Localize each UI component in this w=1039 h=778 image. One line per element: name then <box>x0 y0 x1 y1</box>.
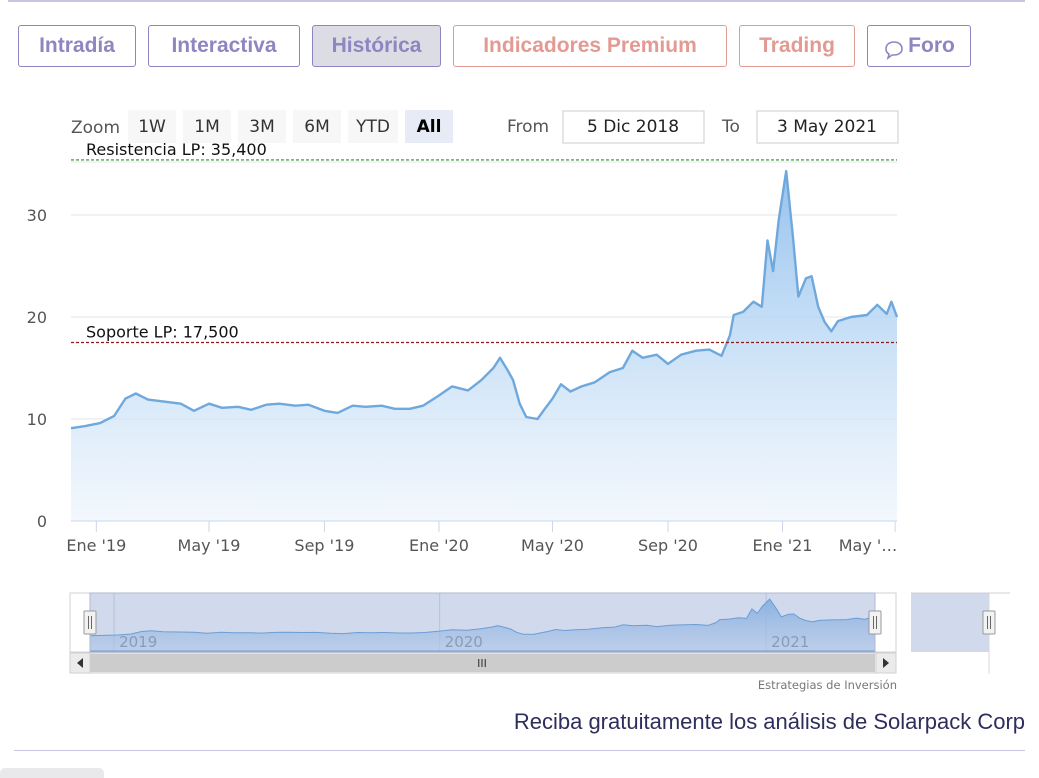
support-label: Soporte LP: 17,500 <box>86 323 239 342</box>
navigator-year-label: 2021 <box>771 633 809 651</box>
speech-bubble-icon <box>883 34 905 61</box>
zoom-button-label: 6M <box>304 117 329 137</box>
chart-credits[interactable]: Estrategias de Inversión <box>758 678 897 692</box>
x-tick-label: Sep '19 <box>294 536 354 555</box>
x-axis: Ene '19 May '19 Sep '19 Ene '20 May '20 Sep '… <box>66 521 897 555</box>
tab-foro-label: Foro <box>908 34 955 57</box>
zoom-button-label: 1M <box>194 117 219 137</box>
plot-lines: Resistencia LP: 35,400 Soporte LP: 17,500 <box>71 140 897 344</box>
resistance-label: Resistencia LP: 35,400 <box>86 140 267 159</box>
navigator-handle-left[interactable] <box>83 610 97 635</box>
from-date-input[interactable]: 5 Dic 2018 <box>587 117 679 137</box>
stock-chart: Zoom 1W 1M 3M 6M YTD All From 5 Dic 2018 To 3… <box>27 110 1010 692</box>
tab-interactiva-label: Interactiva <box>171 34 277 57</box>
bottom-grey-tab[interactable] <box>0 768 104 778</box>
top-divider <box>8 0 1025 2</box>
to-date-box[interactable] <box>756 110 899 144</box>
to-date-input[interactable]: 3 May 2021 <box>777 117 877 137</box>
tab-historica[interactable]: Histórica <box>312 25 441 67</box>
navigator-handle-ext[interactable] <box>982 610 996 635</box>
x-tick-label: Ene '21 <box>753 536 813 555</box>
zoom-button-label: 3M <box>249 117 274 137</box>
range-selector: Zoom 1W 1M 3M 6M YTD All From 5 Dic 2018 To 3… <box>71 110 899 144</box>
price-area <box>71 171 897 521</box>
zoom-button-ytd[interactable] <box>348 110 398 143</box>
zoom-button-6m[interactable] <box>293 110 341 143</box>
tab-intradia[interactable]: Intradía <box>18 25 136 67</box>
tab-intradia-label: Intradía <box>39 34 115 57</box>
tab-trading[interactable]: Trading <box>739 25 855 67</box>
x-tick-label: May '… <box>839 536 898 555</box>
y-axis-labels: 0 10 20 30 <box>27 206 47 531</box>
tab-foro[interactable]: Foro <box>867 25 971 67</box>
y-tick-label: 10 <box>27 410 47 429</box>
zoom-button-label: 1W <box>138 117 166 137</box>
zoom-button-label: YTD <box>355 117 390 137</box>
arrow-left-icon <box>77 658 83 668</box>
x-tick-label: Sep '20 <box>638 536 698 555</box>
x-tick-label: May '19 <box>178 536 241 555</box>
scrollbar[interactable]: III <box>69 652 897 674</box>
from-label: From <box>507 117 549 137</box>
zoom-button-label: All <box>417 117 442 137</box>
newsletter-cta-text[interactable]: Reciba gratuitamente los análisis de Sol… <box>513 709 1025 734</box>
y-tick-label: 20 <box>27 308 47 327</box>
bottom-divider <box>14 750 1025 751</box>
zoom-button-1m[interactable] <box>183 110 231 143</box>
tab-trading-label: Trading <box>759 34 835 57</box>
x-tick-label: Ene '20 <box>409 536 469 555</box>
y-tick-label: 0 <box>37 512 47 531</box>
navigator-handle-right[interactable] <box>868 610 882 635</box>
zoom-button-1w[interactable] <box>128 110 176 143</box>
navigator-mask-ext <box>911 593 989 652</box>
x-tick-label: Ene '19 <box>66 536 126 555</box>
to-label: To <box>721 117 740 137</box>
zoom-label: Zoom <box>71 118 120 138</box>
tab-indicadores-premium-label: Indicadores Premium <box>483 34 697 57</box>
x-tick-label: May '20 <box>521 536 584 555</box>
from-date-box[interactable] <box>562 110 705 144</box>
tab-indicadores-premium[interactable]: Indicadores Premium <box>453 25 727 67</box>
zoom-button-all[interactable] <box>405 110 453 143</box>
scrollbar-grip: III <box>477 657 487 670</box>
tab-historica-label: Histórica <box>331 34 422 57</box>
y-tick-label: 30 <box>27 206 47 225</box>
tab-interactiva[interactable]: Interactiva <box>148 25 300 67</box>
zoom-button-3m[interactable] <box>238 110 286 143</box>
arrow-right-icon <box>883 658 889 668</box>
navigator: 2019 2020 2021 <box>69 592 1010 674</box>
navigator-year-label: 2020 <box>445 633 483 651</box>
price-series-line <box>70 169 899 430</box>
navigator-year-label: 2019 <box>119 633 157 651</box>
navigator-series <box>89 598 876 652</box>
scrollbar-thumb[interactable] <box>90 654 875 672</box>
